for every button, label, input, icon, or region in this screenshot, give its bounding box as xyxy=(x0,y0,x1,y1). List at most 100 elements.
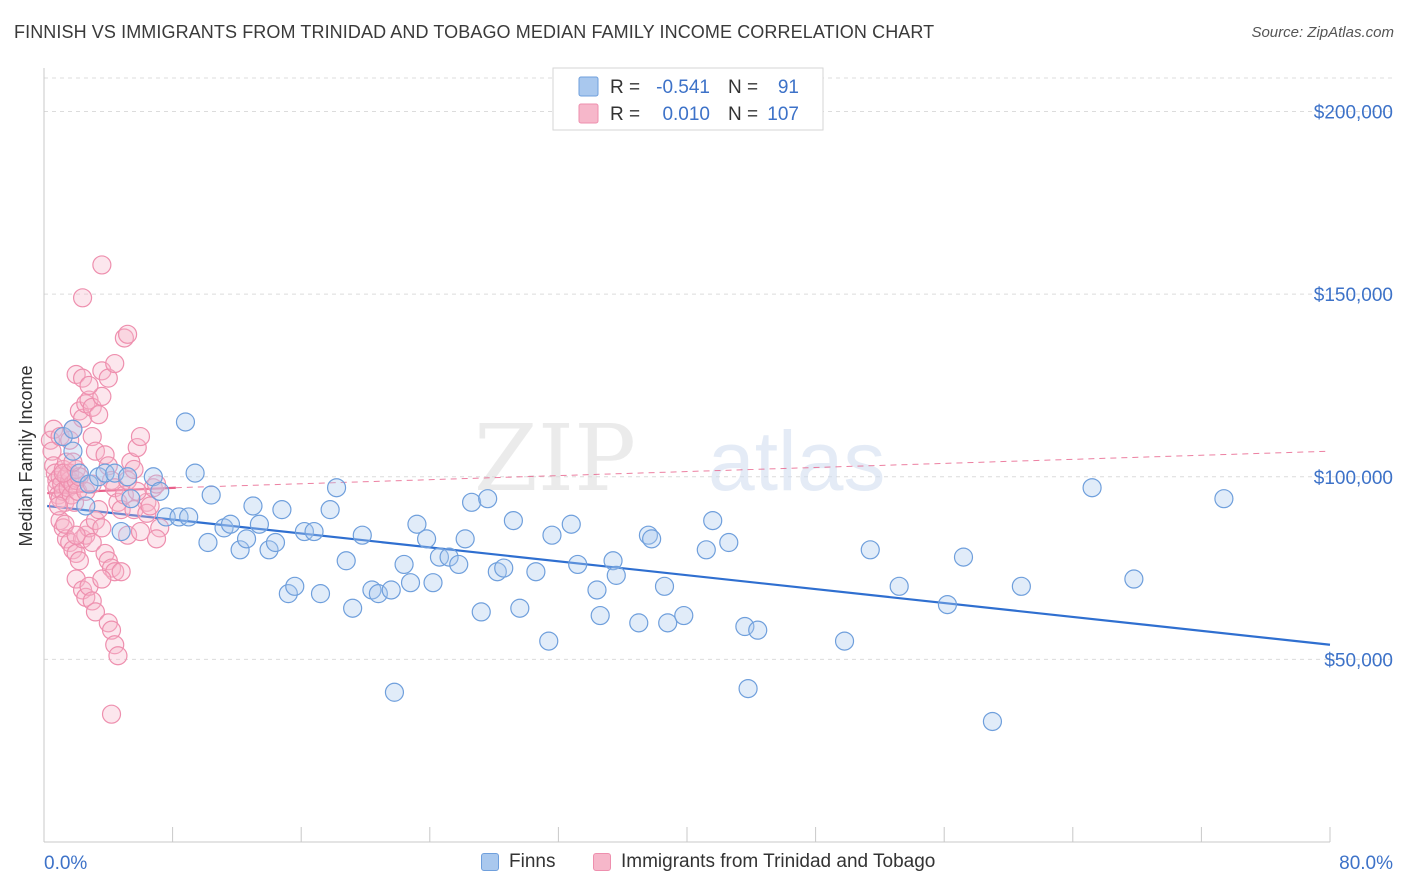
watermark-zip: ZIP xyxy=(474,405,636,512)
point-tt-62 xyxy=(92,255,112,275)
point-tt-44 xyxy=(114,485,134,505)
point-finns-75 xyxy=(696,540,716,560)
point-finns-39 xyxy=(352,525,372,545)
point-finns-30 xyxy=(278,584,298,604)
point-tt-37 xyxy=(92,386,112,407)
point-finns-0 xyxy=(53,426,73,447)
point-tt-36 xyxy=(89,405,109,425)
point-tt-17 xyxy=(60,463,80,483)
point-finns-16 xyxy=(175,412,196,432)
point-finns-18 xyxy=(185,463,205,483)
point-tt-106 xyxy=(48,496,69,516)
point-tt-16 xyxy=(60,470,80,491)
point-finns-88 xyxy=(1124,569,1144,589)
point-tt-60 xyxy=(114,328,134,348)
point-finns-49 xyxy=(429,547,450,567)
legend-r-label-tt: R = xyxy=(610,104,640,125)
point-tt-55 xyxy=(72,368,93,388)
legend-n-value-finns: 91 xyxy=(778,77,799,98)
point-tt-59 xyxy=(105,353,125,374)
correlation-legend: R = -0.541 N = 91 R = 0.010 N = 107 xyxy=(552,67,824,131)
point-finns-12 xyxy=(121,489,141,509)
point-tt-80 xyxy=(101,558,122,578)
point-finns-8 xyxy=(117,467,138,487)
point-finns-34 xyxy=(310,584,331,604)
point-finns-78 xyxy=(735,616,755,637)
legend-n-label-tt: N = xyxy=(728,104,758,125)
point-tt-96 xyxy=(101,620,122,640)
point-tt-70 xyxy=(69,551,89,571)
point-finns-4 xyxy=(79,474,99,494)
point-tt-101 xyxy=(63,452,83,472)
point-tt-51 xyxy=(143,478,163,498)
point-tt-61 xyxy=(117,324,138,344)
point-tt-31 xyxy=(76,394,96,414)
gridlines xyxy=(44,77,1394,660)
point-tt-53 xyxy=(150,518,170,538)
point-finns-55 xyxy=(478,489,498,509)
tick-labels: $50,000 $100,000 $150,000 $200,000 0.0% 80.0% xyxy=(44,103,1393,874)
point-finns-68 xyxy=(606,565,626,585)
point-finns-37 xyxy=(336,551,356,571)
y-axis-label: Median Family Income xyxy=(16,365,36,546)
point-tt-68 xyxy=(63,540,83,560)
axes xyxy=(43,68,1331,843)
point-finns-59 xyxy=(510,598,530,618)
point-tt-84 xyxy=(124,500,144,520)
point-tt-63 xyxy=(72,288,93,308)
point-finns-50 xyxy=(439,547,459,567)
point-finns-82 xyxy=(860,540,880,560)
y-tick-label-3: $200,000 xyxy=(1314,103,1393,124)
point-tt-71 xyxy=(72,529,93,549)
point-tt-14 xyxy=(56,452,77,472)
point-finns-20 xyxy=(201,485,221,505)
point-finns-48 xyxy=(423,573,443,593)
point-finns-41 xyxy=(368,584,388,604)
point-finns-80 xyxy=(748,620,768,640)
point-finns-10 xyxy=(76,496,96,516)
point-finns-33 xyxy=(304,521,324,542)
point-tt-94 xyxy=(92,569,112,589)
trend-line-tt-dashed xyxy=(175,450,1331,489)
y-tick-label-2: $150,000 xyxy=(1314,285,1393,306)
legend-swatch-tt xyxy=(578,103,599,124)
point-tt-56 xyxy=(79,375,99,396)
point-finns-21 xyxy=(214,518,234,538)
point-finns-31 xyxy=(285,576,305,596)
point-finns-11 xyxy=(111,521,131,542)
point-finns-87 xyxy=(1082,478,1102,498)
point-finns-35 xyxy=(320,500,340,520)
point-tt-75 xyxy=(85,510,106,531)
point-tt-54 xyxy=(66,364,86,385)
point-tt-35 xyxy=(85,441,106,461)
point-finns-86 xyxy=(1011,576,1031,596)
point-tt-92 xyxy=(82,591,102,611)
point-finns-47 xyxy=(416,529,437,549)
point-tt-76 xyxy=(89,500,109,520)
point-finns-7 xyxy=(105,463,125,483)
watermark-atlas: atlas xyxy=(708,414,885,508)
point-finns-58 xyxy=(503,510,523,531)
point-finns-85 xyxy=(953,547,974,567)
point-tt-97 xyxy=(105,635,125,655)
point-finns-32 xyxy=(294,521,315,542)
point-finns-73 xyxy=(658,613,678,633)
point-tt-100 xyxy=(53,463,73,483)
point-tt-34 xyxy=(82,426,102,447)
point-tt-30 xyxy=(72,408,93,428)
point-finns-72 xyxy=(654,576,675,596)
point-tt-87 xyxy=(146,529,167,549)
chart-title: FINNISH VS IMMIGRANTS FROM TRINIDAD AND … xyxy=(14,22,935,42)
point-tt-77 xyxy=(92,518,112,538)
watermark: ZIP atlas xyxy=(474,405,886,512)
point-tt-12 xyxy=(55,492,75,512)
point-tt-27 xyxy=(60,430,80,450)
point-finns-89 xyxy=(1214,489,1234,509)
point-finns-63 xyxy=(561,514,581,534)
point-finns-71 xyxy=(642,529,662,549)
point-finns-24 xyxy=(236,529,257,549)
point-tt-33 xyxy=(82,397,102,417)
point-tt-104 xyxy=(127,481,147,501)
point-finns-6 xyxy=(95,463,115,483)
point-finns-65 xyxy=(587,580,607,600)
